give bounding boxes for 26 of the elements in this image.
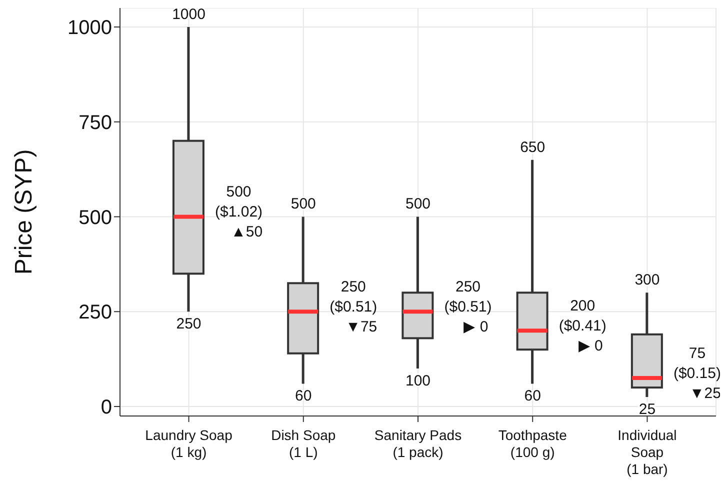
x-tick-label: Laundry Soap (1 kg) (145, 427, 233, 460)
annotation: 300 (634, 272, 660, 289)
annotation: 250 (176, 316, 202, 333)
annotation: 1000 (172, 6, 206, 23)
annotation: 75 ($0.15) ▼25 (673, 345, 721, 402)
x-tick-label: Sanitary Pads (1 pack) (374, 427, 462, 460)
annotation: 500 (290, 196, 316, 213)
y-tick-label: 0 (100, 396, 112, 419)
y-tick-label: 750 (78, 112, 112, 134)
y-tick-label: 500 (78, 206, 112, 229)
annotation: 650 (520, 138, 546, 156)
y-tick-label: 1000 (68, 17, 112, 40)
annotation: 25 (638, 401, 656, 418)
x-tick-label: Dish Soap (1 L) (271, 427, 336, 460)
annotation: 100 (405, 372, 431, 390)
annotation: 250 ($0.51) ▶ 0 (444, 278, 492, 336)
annotation: 500 ($1.02) ▲50 (215, 184, 263, 241)
y-tick-label: 250 (78, 302, 112, 324)
annotation: 250 ($0.51) ▼75 (330, 278, 378, 336)
y-axis-title: Price (SYP) (10, 149, 38, 275)
x-tick-label: Toothpaste (100 g) (498, 427, 568, 460)
annotation: 60 (295, 388, 312, 405)
annotation: 60 (524, 388, 541, 405)
annotation: 200 ($0.41) ▶ 0 (558, 298, 606, 355)
annotation: 500 (405, 196, 431, 213)
x-tick-label: Individual Soap (1 bar) (618, 427, 677, 477)
